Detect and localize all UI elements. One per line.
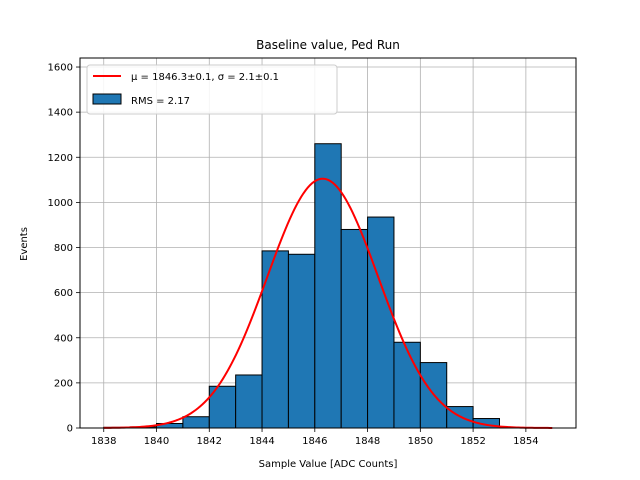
y-tick-label: 1200	[48, 153, 73, 164]
y-tick-label: 600	[54, 288, 73, 299]
y-tick-label: 0	[67, 424, 73, 435]
gaussian-fit-curve	[103, 177, 553, 429]
histogram-bar	[340, 228, 369, 429]
y-tick-label: 400	[54, 333, 73, 344]
x-axis-label: Sample Value [ADC Counts]	[259, 459, 398, 470]
histogram-bar	[261, 250, 289, 429]
x-tick-label: 1846	[302, 436, 327, 447]
x-tick-label: 1840	[144, 436, 169, 447]
y-tick-label: 800	[54, 243, 73, 254]
x-tick-label: 1852	[460, 436, 485, 447]
x-tick-label: 1844	[249, 436, 274, 447]
x-tick-label: 1850	[408, 436, 433, 447]
y-tick-label: 200	[54, 378, 73, 389]
chart-title: Baseline value, Ped Run	[256, 38, 400, 52]
histogram-bar	[287, 253, 316, 429]
x-tick-label: 1854	[513, 436, 538, 447]
x-axis-ticks: 1838 1840 1842 1844 1846 1848 1850 1852 1854	[91, 428, 539, 447]
histogram-bar	[182, 416, 210, 429]
x-tick-label: 1838	[91, 436, 116, 447]
legend-fit-label: μ = 1846.3±0.1, σ = 2.1±0.1	[131, 72, 279, 83]
x-tick-label: 1842	[197, 436, 222, 447]
legend-box	[86, 64, 338, 115]
y-axis-ticks: 0 200 400 600 800 1000 1200 1400 1600	[48, 63, 80, 435]
y-tick-label: 1000	[48, 198, 73, 209]
y-axis-label: Events	[19, 227, 30, 261]
histogram-bar	[314, 143, 342, 429]
y-tick-label: 1600	[48, 63, 73, 74]
x-tick-label: 1848	[355, 436, 380, 447]
plot-frame	[79, 57, 577, 429]
histogram-bar	[393, 341, 421, 429]
legend: μ = 1846.3±0.1, σ = 2.1±0.1 RMS = 2.17	[86, 64, 338, 115]
histogram-bar	[367, 216, 395, 429]
histogram-bar	[235, 374, 263, 429]
legend-histogram-label: RMS = 2.17	[131, 96, 190, 107]
y-tick-label: 1400	[48, 108, 73, 119]
legend-histogram-swatch	[92, 93, 122, 105]
